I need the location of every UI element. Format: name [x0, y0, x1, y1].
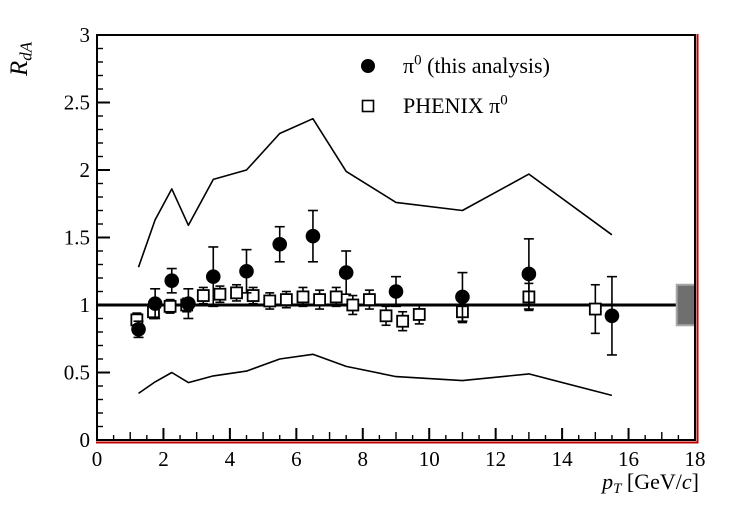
y-tick-label: 0.5 — [64, 361, 90, 385]
open-square-marker — [213, 287, 227, 301]
open-square-marker — [246, 289, 260, 302]
systematic-band-upper-curve — [137, 117, 613, 268]
y-tick-label: 2 — [80, 158, 91, 182]
y-tick-label: 0 — [80, 428, 91, 452]
legend-item-label: PHENIX π0 — [403, 93, 508, 118]
normalization-uncertainty-box — [675, 283, 697, 327]
series-pi0-this-analysis — [131, 209, 620, 356]
filled-circle-marker — [164, 273, 180, 289]
x-tick-label: 14 — [552, 447, 574, 471]
y-tick-label: 3 — [80, 23, 91, 47]
open-square-marker — [329, 290, 343, 304]
y-axis-title-text: RdA — [6, 41, 36, 77]
open-square-marker — [263, 294, 277, 308]
x-tick-label: 10 — [419, 447, 440, 471]
filled-circle-marker — [272, 236, 288, 252]
filled-circle-marker — [305, 228, 321, 244]
y-tick-label: 2.5 — [64, 91, 90, 115]
x-tick-label: 2 — [158, 447, 169, 471]
x-tick-label: 4 — [225, 447, 236, 471]
y-tick-label: 1.5 — [64, 226, 90, 250]
filled-circle-marker — [338, 265, 354, 280]
y-axis-ticks — [97, 34, 110, 441]
legend-open-square-marker — [361, 99, 375, 113]
open-square-marker — [412, 308, 426, 321]
open-square-marker — [230, 286, 243, 300]
x-axis-title: pT [GeV/c] — [600, 469, 699, 497]
filled-circle-marker — [131, 322, 146, 337]
filled-circle-marker — [521, 266, 537, 282]
legend-filled-circle-marker — [361, 59, 375, 73]
series-phenix-pi0 — [130, 282, 602, 335]
systematic-band-lower-curve — [138, 353, 613, 397]
open-square-marker — [196, 289, 210, 302]
x-tick-label: 6 — [291, 447, 302, 471]
y-tick-label: 1 — [80, 293, 91, 317]
y-axis-title: RdA — [6, 41, 36, 77]
open-square-marker — [379, 309, 393, 323]
y-axis-tick-labels: 0 0.5 1 1.5 2 2.5 3 — [64, 23, 90, 452]
open-square-marker — [363, 293, 376, 307]
open-square-marker — [588, 302, 602, 316]
filled-circle-marker — [181, 296, 196, 311]
filled-circle-marker — [604, 308, 620, 324]
x-axis-ticks — [96, 428, 696, 440]
legend: π0 (this analysis) PHENIX π0 — [361, 53, 550, 118]
open-square-marker — [296, 290, 310, 304]
open-square-marker — [313, 293, 326, 307]
filled-circle-marker — [205, 269, 221, 284]
x-tick-label: 16 — [618, 447, 639, 471]
x-tick-label: 18 — [685, 447, 706, 471]
open-square-marker — [279, 293, 293, 307]
open-square-marker — [346, 298, 360, 312]
x-axis-tick-labels: 0 2 4 6 8 10 12 14 16 18 — [92, 447, 706, 471]
x-tick-label: 8 — [358, 447, 369, 471]
filled-circle-marker — [455, 289, 470, 305]
filled-circle-marker — [239, 263, 254, 279]
open-square-marker — [396, 314, 410, 328]
x-tick-label: 0 — [92, 447, 103, 471]
legend-item-label: π0 (this analysis) — [403, 53, 550, 78]
x-tick-label: 12 — [485, 447, 506, 471]
filled-circle-marker — [388, 284, 404, 299]
filled-circle-marker — [147, 296, 163, 311]
open-square-marker — [163, 299, 177, 313]
